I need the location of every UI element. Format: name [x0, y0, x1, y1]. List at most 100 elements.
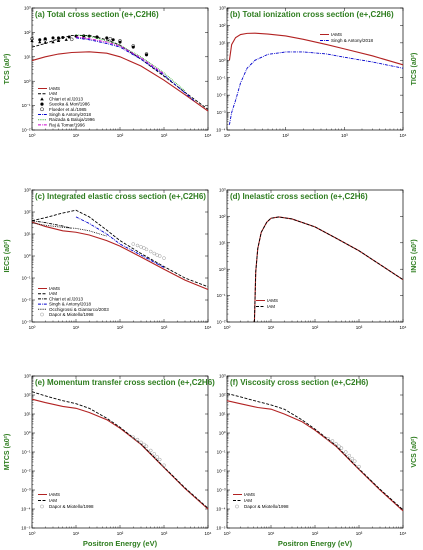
- plot-frame: [226, 189, 404, 323]
- y-tick-label: 10⁻¹: [217, 75, 226, 80]
- y-axis-label: MTCS (a0²): [4, 434, 11, 471]
- data-point: [142, 442, 146, 447]
- legend-entry: Chiari et al./2013: [38, 296, 84, 301]
- data-point: [337, 444, 341, 449]
- data-point: [95, 35, 99, 39]
- data-point: [144, 52, 149, 56]
- legend-entry: Dapor & Miotello/1998: [40, 312, 94, 317]
- data-point: [30, 39, 34, 42]
- data-point: [111, 38, 115, 42]
- x-tick-label: 10³: [161, 133, 168, 138]
- y-tick-label: 10¹: [219, 412, 226, 417]
- legend-entry: IAM: [38, 291, 57, 296]
- data-point: [139, 440, 143, 445]
- series-line: [31, 209, 209, 288]
- panel-title: (a) Total cross section (e+,C2H6): [35, 10, 159, 19]
- data-point: [149, 249, 153, 254]
- data-point: [162, 256, 166, 260]
- y-tick-label: 10⁻²: [22, 128, 31, 133]
- x-tick-label: 10¹: [73, 325, 80, 330]
- series-6: [75, 34, 186, 92]
- y-axis-label: TICS (a0²): [411, 53, 418, 86]
- legend-entry: IAM: [233, 498, 252, 503]
- series-line: [31, 391, 209, 509]
- legend-label: IAM: [244, 498, 252, 503]
- y-tick-label: 10⁰: [219, 431, 226, 436]
- panel-title: (b) Total ionization cross section (e+,C…: [230, 10, 394, 19]
- x-tick-label: 10²: [282, 133, 289, 138]
- data-point: [149, 448, 153, 453]
- y-tick-label: 10⁻⁵: [21, 526, 30, 531]
- legend-label: IAMS: [331, 32, 342, 37]
- series-0: [31, 398, 209, 510]
- y-tick-label: 10²: [219, 393, 226, 398]
- series-1: [31, 35, 209, 110]
- series-0: [253, 216, 404, 323]
- series-2: [326, 436, 361, 469]
- y-tick-label: 10¹: [219, 40, 226, 45]
- y-tick-label: 10⁰: [24, 254, 31, 259]
- y-tick-label: 10²: [24, 393, 31, 398]
- data-point: [152, 452, 156, 456]
- series-1: [31, 209, 209, 288]
- legend-label: Raj & Tomar/1996: [49, 122, 85, 127]
- legend-entry: IAMS: [320, 32, 342, 37]
- series-line: [31, 51, 209, 112]
- y-tick-label: 10¹: [24, 412, 31, 417]
- x-tick-label: 10²: [312, 531, 319, 536]
- data-point: [118, 39, 122, 43]
- legend-marker: [235, 504, 239, 509]
- data-point: [347, 453, 351, 458]
- data-point: [155, 455, 159, 459]
- legend-entry: Raj & Tomar/1996: [38, 122, 85, 127]
- x-axis-label: Positron Energy (eV): [278, 539, 353, 548]
- data-point: [162, 463, 166, 468]
- series-line: [75, 216, 165, 268]
- legend-marker: [40, 107, 44, 112]
- y-tick-label: 10⁻⁴: [216, 128, 225, 133]
- series-line: [228, 32, 404, 66]
- legend-label: Singh & Antony/2018: [331, 38, 374, 43]
- series-line: [75, 37, 196, 102]
- panel-c: 10⁰ 10¹ 10² 10³ 10⁴ 10⁻³ 10⁻² 10⁻¹ 10⁰ 10¹ 10² 10³ (…: [4, 188, 212, 330]
- legend-entry: Singh & Antony/2018: [38, 302, 92, 307]
- data-point: [38, 38, 42, 42]
- data-point: [144, 247, 149, 252]
- legend-label: Chiari et al./2013: [49, 96, 84, 101]
- legend-entry: Floeder et al./1985: [40, 107, 87, 112]
- legend-entry: IAMS: [233, 492, 255, 497]
- y-tick-label: 10¹: [24, 54, 31, 59]
- panel-title: (c) Integrated elastic cross section (e+…: [35, 192, 206, 201]
- series-line: [226, 400, 404, 512]
- y-tick-label: 10⁻²: [217, 93, 226, 98]
- series-line: [31, 221, 209, 291]
- y-tick-label: 10⁻⁴: [21, 507, 30, 512]
- x-tick-label: 10³: [161, 325, 168, 330]
- data-point: [131, 45, 135, 49]
- legend-entry: Singh & Antony/2018: [38, 112, 92, 117]
- x-tick-label: 10¹: [73, 133, 80, 138]
- series-1: [253, 216, 404, 323]
- legend-entry: Raizada & Baluja/1996: [38, 117, 95, 122]
- series-0: [31, 51, 209, 112]
- legend-label: IAMS: [267, 298, 278, 303]
- data-point: [43, 40, 47, 44]
- y-tick-label: 10⁰: [24, 431, 31, 436]
- legend-marker: [40, 97, 44, 101]
- legend-label: Dapor & Miotello/1998: [49, 504, 94, 509]
- x-tick-label: 10²: [117, 133, 124, 138]
- y-tick-label: 10⁻¹: [217, 293, 226, 298]
- data-point: [108, 36, 112, 41]
- legend-entry: IAMS: [38, 286, 60, 291]
- data-point: [344, 450, 348, 454]
- series-line: [228, 51, 404, 125]
- data-point: [144, 444, 149, 449]
- legend-label: IAM: [267, 304, 275, 309]
- x-tick-label: 10⁴: [400, 325, 407, 330]
- data-point: [51, 36, 55, 40]
- x-tick-label: 10⁴: [400, 133, 407, 138]
- series-line: [253, 216, 404, 323]
- legend-entry: IAMS: [256, 298, 278, 303]
- panel-f: 10⁰ 10¹ 10² 10³ 10⁴ 10⁻⁵ 10⁻⁴ 10⁻³ 10⁻² 10⁻¹ 10⁰ 10…: [216, 374, 418, 536]
